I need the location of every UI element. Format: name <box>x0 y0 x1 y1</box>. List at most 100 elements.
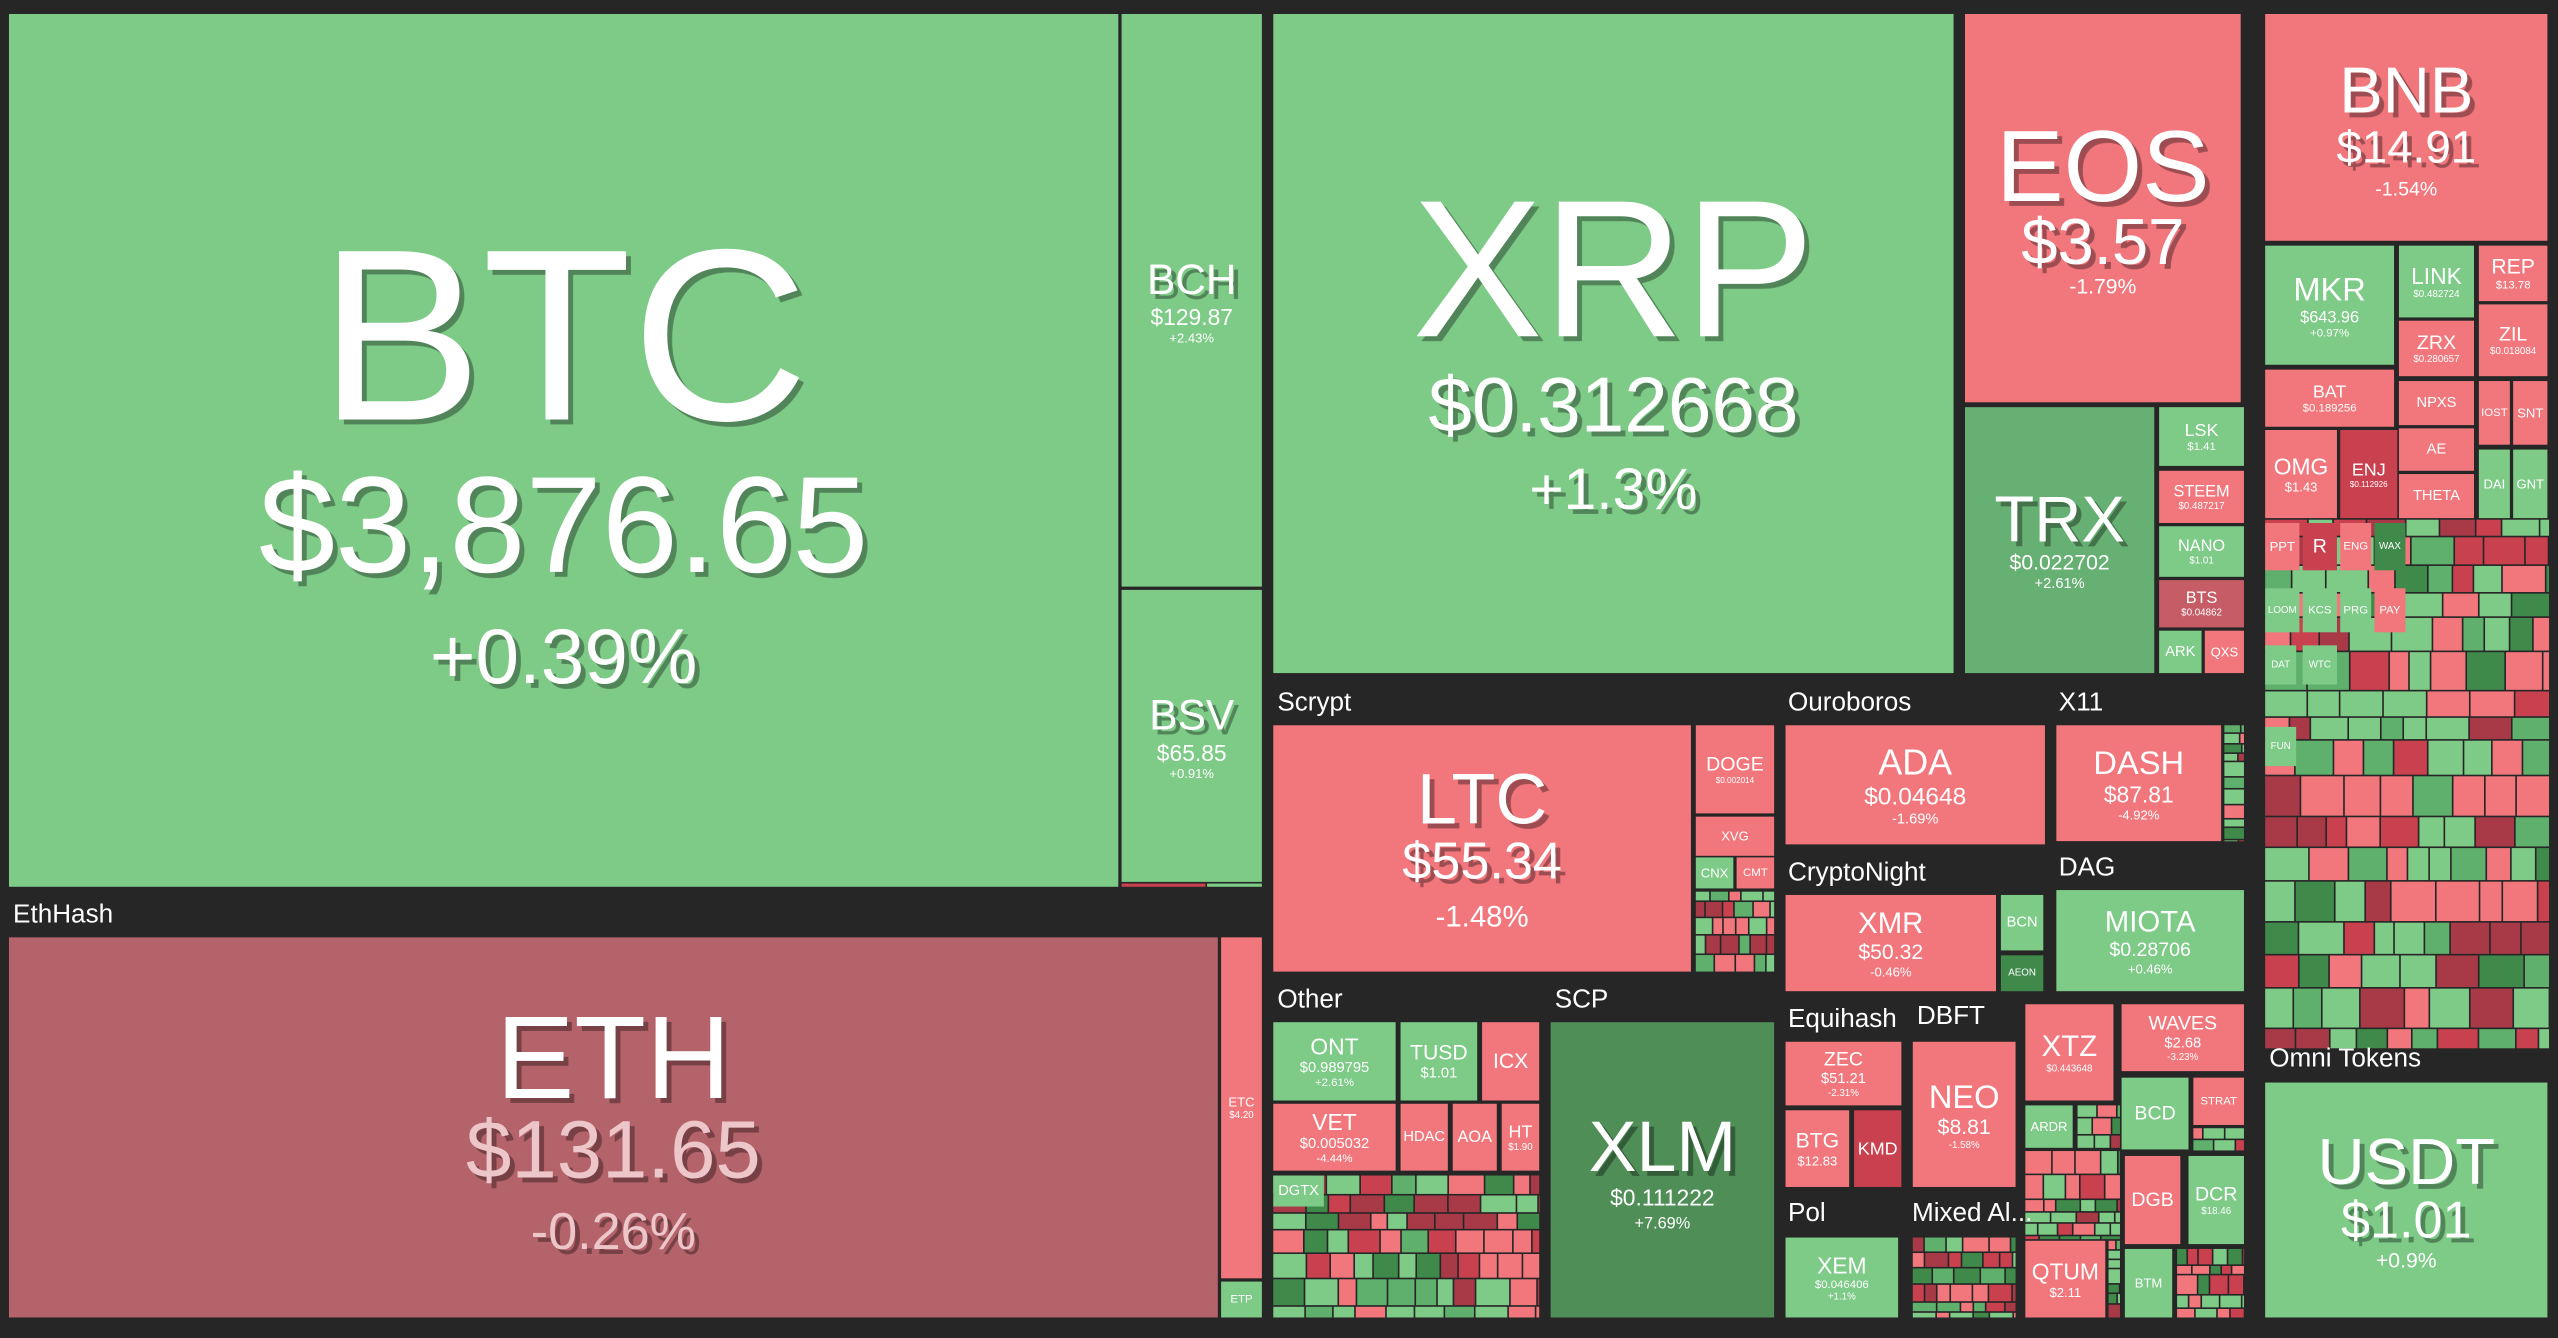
small-tile[interactable] <box>2213 1248 2227 1265</box>
small-tile[interactable] <box>2487 848 2511 881</box>
small-tile[interactable] <box>2000 1253 2012 1267</box>
tile[interactable] <box>1785 1110 1850 1187</box>
tile[interactable] <box>2159 580 2244 628</box>
tile[interactable] <box>2265 430 2337 519</box>
small-tile[interactable] <box>1912 1253 1924 1267</box>
small-tile[interactable] <box>2485 617 2509 651</box>
small-tile[interactable] <box>2177 1308 2195 1318</box>
small-tile[interactable] <box>2198 1275 2209 1294</box>
small-tile[interactable] <box>1480 1254 1497 1278</box>
tile[interactable] <box>2056 725 2222 842</box>
tile[interactable] <box>2478 381 2510 445</box>
small-tile[interactable] <box>1339 1279 1356 1306</box>
tile[interactable] <box>2513 449 2548 519</box>
small-tile[interactable] <box>1415 1306 1444 1318</box>
small-tile[interactable] <box>2436 955 2478 988</box>
small-tile[interactable] <box>1371 1213 1387 1229</box>
small-tile[interactable] <box>2510 617 2533 651</box>
small-tile[interactable] <box>2474 565 2502 593</box>
small-tile[interactable] <box>2080 1175 2104 1199</box>
small-tile[interactable] <box>2117 1294 2120 1304</box>
small-tile[interactable] <box>1305 1306 1333 1318</box>
tile[interactable] <box>1221 1281 1262 1318</box>
small-tile[interactable] <box>1448 1175 1484 1194</box>
small-tile[interactable] <box>2408 848 2429 881</box>
small-tile[interactable] <box>2193 1140 2213 1151</box>
small-tile[interactable] <box>2409 652 2430 690</box>
small-tile[interactable] <box>2453 776 2485 816</box>
tile[interactable] <box>2025 1105 2073 1148</box>
small-tile[interactable] <box>2044 1200 2055 1212</box>
small-tile[interactable] <box>2469 717 2511 740</box>
tile[interactable] <box>2340 522 2372 571</box>
small-tile[interactable] <box>2394 922 2424 954</box>
small-tile[interactable] <box>1435 1213 1463 1229</box>
small-tile[interactable] <box>2224 753 2238 761</box>
tile[interactable] <box>2374 588 2406 633</box>
small-tile[interactable] <box>1755 955 1766 972</box>
small-tile[interactable] <box>1912 1312 1936 1318</box>
small-tile[interactable] <box>2012 1284 2016 1302</box>
tile[interactable] <box>1854 1110 1902 1187</box>
small-tile[interactable] <box>2265 955 2299 988</box>
tile[interactable] <box>2000 894 2044 951</box>
small-tile[interactable] <box>1498 1213 1517 1229</box>
small-tile[interactable] <box>1951 1284 1972 1302</box>
tile[interactable] <box>2398 381 2474 426</box>
small-tile[interactable] <box>1329 1195 1350 1213</box>
small-tile[interactable] <box>2326 565 2368 593</box>
small-tile[interactable] <box>2523 740 2550 775</box>
small-tile[interactable] <box>2177 1275 2197 1294</box>
tile[interactable] <box>1695 816 1775 856</box>
tile[interactable] <box>2159 526 2244 577</box>
small-tile[interactable] <box>1983 1253 1999 1267</box>
small-tile[interactable] <box>1925 1284 1936 1302</box>
small-tile[interactable] <box>2515 817 2550 847</box>
tile[interactable] <box>2340 588 2372 633</box>
small-tile[interactable] <box>2524 955 2550 988</box>
small-tile[interactable] <box>1925 1253 1948 1267</box>
tile[interactable] <box>2478 304 2548 377</box>
small-tile[interactable] <box>2025 1200 2043 1212</box>
small-tile[interactable] <box>1973 1284 1988 1302</box>
small-tile[interactable] <box>2515 691 2550 717</box>
tile[interactable] <box>1221 937 1262 1279</box>
small-tile[interactable] <box>1357 1279 1387 1306</box>
small-tile[interactable] <box>2044 1175 2065 1199</box>
small-tile[interactable] <box>1538 1195 1540 1213</box>
small-tile[interactable] <box>2311 717 2348 740</box>
small-tile[interactable] <box>1448 1195 1480 1213</box>
small-tile[interactable] <box>2440 519 2475 536</box>
small-tile[interactable] <box>2108 1240 2116 1250</box>
tile[interactable] <box>1121 14 1262 587</box>
small-tile[interactable] <box>2108 1250 2120 1259</box>
small-tile[interactable] <box>2228 1248 2242 1265</box>
small-tile[interactable] <box>1339 1213 1370 1229</box>
small-tile[interactable] <box>2294 988 2321 1028</box>
small-tile[interactable] <box>2220 1295 2241 1308</box>
tile[interactable] <box>1550 1022 1775 1318</box>
small-tile[interactable] <box>2051 1212 2076 1223</box>
small-tile[interactable] <box>1304 1230 1327 1253</box>
small-tile[interactable] <box>2025 1223 2037 1235</box>
small-tile[interactable] <box>1530 1175 1540 1194</box>
small-tile[interactable] <box>1306 1213 1338 1229</box>
tile[interactable] <box>2478 245 2548 302</box>
small-tile[interactable] <box>2224 840 2238 842</box>
small-tile[interactable] <box>2052 1151 2075 1174</box>
small-tile[interactable] <box>2381 717 2403 740</box>
small-tile[interactable] <box>2296 1029 2329 1049</box>
small-tile[interactable] <box>2217 1308 2230 1318</box>
small-tile[interactable] <box>1388 1279 1415 1306</box>
small-tile[interactable] <box>2202 1295 2219 1308</box>
small-tile[interactable] <box>1962 1253 1983 1267</box>
small-tile[interactable] <box>2540 519 2550 536</box>
tile[interactable] <box>2478 449 2510 519</box>
small-tile[interactable] <box>1385 1195 1414 1213</box>
small-tile[interactable] <box>2490 922 2521 954</box>
small-tile[interactable] <box>2193 1128 2202 1139</box>
small-tile[interactable] <box>2095 1135 2110 1148</box>
small-tile[interactable] <box>2503 881 2537 922</box>
small-tile[interactable] <box>2366 881 2390 922</box>
small-tile[interactable] <box>1749 918 1766 935</box>
